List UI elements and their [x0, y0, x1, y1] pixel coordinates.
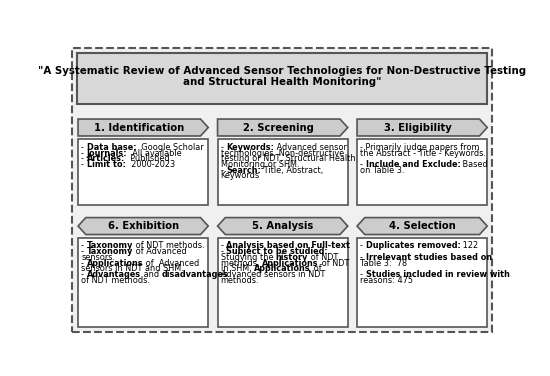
Text: -: -: [221, 247, 226, 256]
Text: of NDT: of NDT: [308, 253, 338, 262]
Text: Advanced sensor: Advanced sensor: [274, 143, 347, 152]
Text: sensors in NDT and SHM.: sensors in NDT and SHM.: [81, 264, 184, 273]
Text: 2. Screening: 2. Screening: [243, 123, 314, 132]
Polygon shape: [78, 218, 208, 235]
Polygon shape: [357, 119, 487, 136]
FancyBboxPatch shape: [218, 139, 348, 205]
Text: Advantages: Advantages: [87, 270, 141, 279]
Text: Keywords: Keywords: [221, 171, 260, 180]
Text: of NDT: of NDT: [318, 259, 349, 268]
Text: Google Scholar: Google Scholar: [136, 143, 204, 152]
Text: Monitoring or SHM.: Monitoring or SHM.: [221, 160, 299, 169]
Text: -: -: [221, 166, 226, 175]
Polygon shape: [78, 119, 208, 136]
Text: -: -: [81, 241, 87, 250]
Text: history: history: [276, 253, 308, 262]
Text: sensors.: sensors.: [81, 253, 115, 262]
Text: -: -: [81, 270, 87, 279]
Text: Include and Exclude:: Include and Exclude:: [366, 160, 460, 169]
Text: and: and: [141, 270, 162, 279]
Text: Journals:: Journals:: [87, 149, 127, 158]
Text: methods.: methods.: [221, 276, 259, 285]
Text: -: -: [221, 241, 226, 250]
Text: 4. Selection: 4. Selection: [389, 221, 455, 231]
Text: -: -: [360, 253, 366, 262]
Text: Taxonomy: Taxonomy: [87, 241, 133, 250]
Text: 122: 122: [460, 241, 478, 250]
Text: -: -: [81, 149, 87, 158]
Text: -: -: [81, 154, 87, 163]
Text: -: -: [221, 143, 226, 152]
Text: All available: All available: [127, 149, 182, 158]
Polygon shape: [218, 119, 348, 136]
Text: 1. Identification: 1. Identification: [94, 123, 184, 132]
Text: methods,: methods,: [221, 259, 262, 268]
FancyBboxPatch shape: [72, 48, 492, 332]
Text: reasons: 475: reasons: 475: [360, 276, 413, 285]
FancyBboxPatch shape: [218, 238, 348, 327]
Text: disadvantages: disadvantages: [162, 270, 228, 279]
Text: Limit to:: Limit to:: [87, 160, 125, 169]
Text: Published: Published: [125, 154, 169, 163]
Text: Table 3:  78: Table 3: 78: [360, 259, 407, 268]
FancyBboxPatch shape: [357, 139, 487, 205]
Text: Taxonomy: Taxonomy: [87, 247, 133, 256]
Text: technologies, Non-destructive: technologies, Non-destructive: [221, 149, 344, 158]
FancyBboxPatch shape: [78, 238, 208, 327]
Text: Applications: Applications: [254, 264, 311, 273]
Text: of  Advanced: of Advanced: [143, 259, 200, 268]
Text: Irrelevant studies based on: Irrelevant studies based on: [366, 253, 492, 262]
Text: -: -: [81, 160, 87, 169]
Text: -: -: [360, 270, 366, 279]
Text: 3. Eligibility: 3. Eligibility: [384, 123, 452, 132]
Text: Articles:: Articles:: [87, 154, 125, 163]
Text: Duplicates removed:: Duplicates removed:: [366, 241, 460, 250]
Text: the Abstract - Title - Keywords.: the Abstract - Title - Keywords.: [360, 149, 486, 158]
Polygon shape: [218, 218, 348, 235]
Text: testing or NDT, Structural Health: testing or NDT, Structural Health: [221, 154, 355, 163]
Text: Analysis based on Full-text: Analysis based on Full-text: [226, 241, 350, 250]
Text: in SHM,: in SHM,: [221, 264, 254, 273]
Text: - Primarily judge papers from: - Primarily judge papers from: [360, 143, 480, 152]
Text: of: of: [311, 264, 321, 273]
Text: 2000-2023: 2000-2023: [125, 160, 175, 169]
Text: 6. Exhibition: 6. Exhibition: [108, 221, 179, 231]
Text: Based: Based: [460, 160, 488, 169]
FancyBboxPatch shape: [76, 53, 487, 104]
FancyBboxPatch shape: [78, 139, 208, 205]
Text: -: -: [81, 247, 87, 256]
Text: Data base:: Data base:: [87, 143, 136, 152]
Text: Subject to be studied:: Subject to be studied:: [226, 247, 328, 256]
Text: Applications: Applications: [87, 259, 143, 268]
Text: Studying the: Studying the: [221, 253, 276, 262]
Text: Advanced sensors in NDT: Advanced sensors in NDT: [221, 270, 325, 279]
Text: Search:: Search:: [226, 166, 261, 175]
Text: of NDT methods.: of NDT methods.: [133, 241, 205, 250]
Text: 5. Analysis: 5. Analysis: [252, 221, 314, 231]
Text: Title, Abstract,: Title, Abstract,: [261, 166, 323, 175]
Text: Keywords:: Keywords:: [226, 143, 274, 152]
Text: Applications: Applications: [262, 259, 318, 268]
Polygon shape: [357, 218, 487, 235]
Text: -: -: [81, 259, 87, 268]
FancyBboxPatch shape: [357, 238, 487, 327]
Text: -: -: [360, 160, 366, 169]
Text: on Table 3.: on Table 3.: [360, 166, 405, 175]
Text: -: -: [360, 241, 366, 250]
Text: of NDT methods.: of NDT methods.: [81, 276, 150, 285]
Text: Studies included in review with: Studies included in review with: [366, 270, 509, 279]
Text: of Advanced: of Advanced: [133, 247, 186, 256]
Text: "A Systematic Review of Advanced Sensor Technologies for Non-Destructive Testing: "A Systematic Review of Advanced Sensor …: [38, 66, 526, 88]
Text: -: -: [81, 143, 87, 152]
